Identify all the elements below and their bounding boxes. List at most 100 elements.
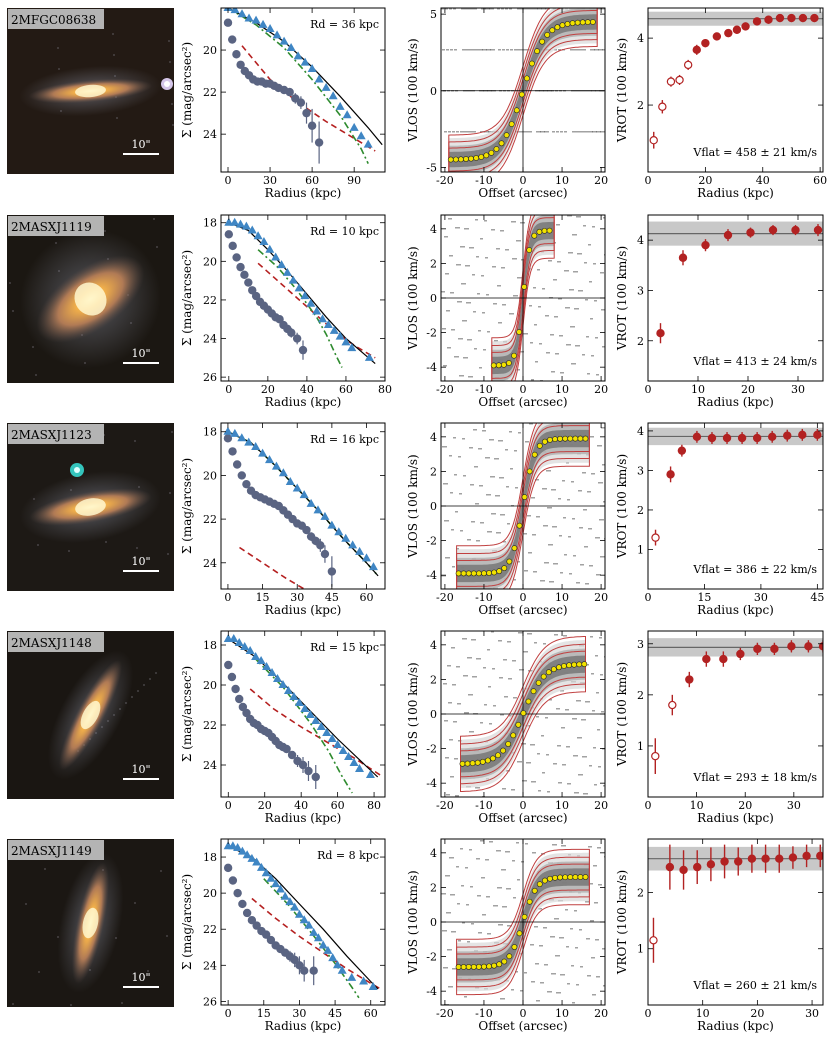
rot-point <box>685 675 694 684</box>
pv-noise <box>527 633 532 635</box>
rot-point <box>666 470 675 479</box>
pv-noise <box>531 781 536 783</box>
blue-data-point <box>304 920 314 929</box>
pv-noise <box>501 267 505 269</box>
pv-noise <box>452 131 455 133</box>
field-star <box>70 1004 72 1006</box>
blue-data-point <box>306 298 316 307</box>
rotation-curve-panel: 0 20 40 60 2 4 Vflat = 458 ± 21 km/s Radius (kp… <box>615 7 827 200</box>
rot-point <box>734 857 743 866</box>
grey-data-point <box>261 930 271 939</box>
rot-point <box>791 225 800 235</box>
pv-noise <box>464 131 468 133</box>
galaxy-bulge <box>82 907 99 939</box>
pv-trace-point <box>474 759 481 766</box>
rot-ylabel: VROT (100 km/s) <box>615 38 629 143</box>
rot-point <box>719 654 728 664</box>
pv-noise <box>497 285 501 287</box>
pv-noise <box>493 303 497 305</box>
profile-ylabel: Σ (mag/arcsec²) <box>180 250 194 346</box>
pv-contour <box>456 863 590 981</box>
pv-noise <box>484 131 489 133</box>
rot-xlabel: Radius (kpc) <box>697 1019 774 1033</box>
field-star <box>168 40 170 42</box>
blue-data-point <box>337 965 347 974</box>
pv-noise <box>525 8 529 10</box>
profile-ytick-label: 22 <box>203 513 217 526</box>
pv-noise <box>603 985 605 987</box>
pv-noise <box>454 474 457 476</box>
vflat-annotation: Vflat = 458 ± 21 km/s <box>692 146 817 159</box>
profile-ylabel: Σ (mag/arcsec²) <box>180 42 194 138</box>
pv-noise <box>603 217 605 219</box>
pv-noise <box>554 918 559 920</box>
profile-frame <box>220 838 386 1006</box>
profile-ytick-label: 20 <box>203 44 217 57</box>
rot-point <box>770 644 779 654</box>
grey-data-point <box>224 230 234 239</box>
blue-data-point <box>344 752 354 760</box>
pv-noise <box>572 718 577 720</box>
profile-frame <box>220 422 386 590</box>
rot-xtick-label: 10 <box>696 1007 710 1020</box>
pv-noise <box>510 468 513 470</box>
field-star <box>9 282 11 284</box>
pv-noise <box>528 552 532 554</box>
blue-data-point <box>323 320 333 329</box>
pv-trace-point <box>479 758 486 765</box>
pv-noise <box>447 347 451 349</box>
rot-plot-area <box>648 844 823 963</box>
scale-bar-label: 10" <box>131 138 150 151</box>
galaxy-name-box <box>8 632 104 652</box>
pv-noise <box>462 922 465 924</box>
pv-noise <box>468 131 472 133</box>
pv-noise <box>595 939 599 941</box>
pv-noise <box>496 248 500 250</box>
pv-noise <box>450 894 455 896</box>
pv-noise <box>531 379 534 381</box>
pv-trace-point <box>521 283 528 290</box>
pv-noise <box>548 544 553 546</box>
pv-noise <box>488 131 493 133</box>
pv-noise <box>499 677 503 679</box>
profile-ytick-label: 24 <box>203 333 217 346</box>
pv-trace-point <box>513 107 520 114</box>
pv-noise <box>591 355 594 357</box>
pv-xtick-label: 10 <box>555 799 569 812</box>
pv-noise <box>527 515 531 517</box>
rot-point <box>787 642 796 651</box>
pv-noise <box>564 554 567 556</box>
rot-point <box>813 430 822 440</box>
pv-noise <box>540 580 545 582</box>
pv-noise <box>590 636 593 638</box>
pv-noise <box>498 640 502 642</box>
rot-frame <box>647 630 824 798</box>
pv-noise <box>563 517 566 519</box>
rot-ytick-label: 2 <box>637 504 644 517</box>
rot-point <box>693 862 702 872</box>
rd-annotation: Rd = 15 kpc <box>310 641 379 654</box>
pv-noise <box>585 901 589 903</box>
pv-noise <box>498 924 503 926</box>
pv-xlabel: Offset (arcsec) <box>478 186 567 200</box>
field-star <box>105 541 107 543</box>
surface-brightness-panel: 0 20 40 60 80 18 20 22 24 26 Rd = 10 kpc Radius (kp… <box>180 214 392 409</box>
pv-noise <box>475 787 480 789</box>
pv-noise <box>524 972 527 974</box>
grey-data-point <box>235 694 244 704</box>
rot-ytick-label: 2 <box>637 689 644 702</box>
pv-noise <box>567 983 570 985</box>
pv-noise <box>504 696 508 698</box>
pv-noise <box>459 375 464 377</box>
pv-noise <box>538 306 541 308</box>
grey-data-point <box>299 966 309 975</box>
profile-ytick-label: 22 <box>203 719 217 732</box>
field-star <box>35 374 37 376</box>
pv-noise <box>462 320 467 322</box>
bright-star-core <box>164 81 170 87</box>
rot-point-open <box>649 136 658 145</box>
pv-noise <box>530 944 534 946</box>
field-star <box>32 346 34 348</box>
pv-contour <box>448 8 598 172</box>
pv-noise <box>558 782 562 784</box>
